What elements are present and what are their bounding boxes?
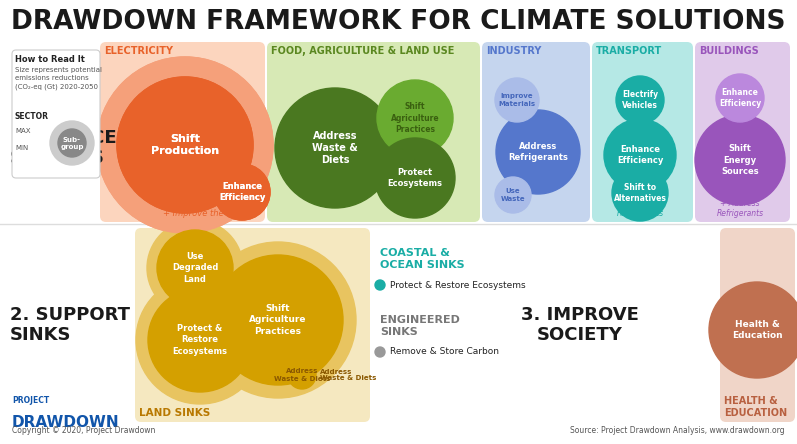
Text: Shift
Production: Shift Production xyxy=(151,134,219,156)
Circle shape xyxy=(495,177,531,213)
Text: DRAWDOWN: DRAWDOWN xyxy=(12,415,120,430)
Circle shape xyxy=(117,77,253,213)
Circle shape xyxy=(97,57,273,233)
Text: Protect &
Restore
Ecosystems: Protect & Restore Ecosystems xyxy=(172,325,227,356)
Text: Remove & Store Carbon: Remove & Store Carbon xyxy=(390,348,499,357)
Text: LAND SINKS: LAND SINKS xyxy=(139,408,210,418)
Text: Use
Waste: Use Waste xyxy=(501,188,525,202)
Circle shape xyxy=(214,164,270,220)
Text: + Improve the System: + Improve the System xyxy=(163,209,257,218)
Text: ENGINEERED
SINKS: ENGINEERED SINKS xyxy=(380,315,460,337)
Circle shape xyxy=(200,242,356,398)
Text: Shift
Production: Shift Production xyxy=(151,134,219,156)
Text: Shift
Agriculture
Practices: Shift Agriculture Practices xyxy=(391,103,439,134)
Circle shape xyxy=(50,121,94,165)
Text: Size represents potential
emissions reductions
(CO₂-eq (Gt) 2020-2050: Size represents potential emissions redu… xyxy=(15,67,102,90)
Text: HEALTH &
EDUCATION: HEALTH & EDUCATION xyxy=(724,396,787,418)
Circle shape xyxy=(496,110,580,194)
Circle shape xyxy=(58,129,86,157)
Text: + Address
Refrigerants: + Address Refrigerants xyxy=(717,198,764,218)
Text: COASTAL &
OCEAN SINKS: COASTAL & OCEAN SINKS xyxy=(380,248,465,270)
Text: Enhance
Efficiency: Enhance Efficiency xyxy=(617,145,663,165)
Circle shape xyxy=(117,77,253,213)
Circle shape xyxy=(377,80,453,156)
Text: Address
Waste &
Diets: Address Waste & Diets xyxy=(312,131,358,166)
FancyBboxPatch shape xyxy=(592,42,693,222)
FancyBboxPatch shape xyxy=(100,42,265,222)
Circle shape xyxy=(375,347,385,357)
FancyBboxPatch shape xyxy=(720,228,795,422)
Text: Electrify
Vehicles: Electrify Vehicles xyxy=(622,90,658,110)
Text: Enhance
Efficiency: Enhance Efficiency xyxy=(719,88,761,108)
Circle shape xyxy=(616,76,664,124)
Text: Source: Project Drawdown Analysis, www.drawdown.org: Source: Project Drawdown Analysis, www.d… xyxy=(571,426,785,435)
FancyBboxPatch shape xyxy=(12,50,100,178)
Text: FOOD, AGRICULTURE & LAND USE: FOOD, AGRICULTURE & LAND USE xyxy=(271,46,454,56)
FancyBboxPatch shape xyxy=(482,42,590,222)
FancyBboxPatch shape xyxy=(695,42,790,222)
Circle shape xyxy=(716,74,764,122)
Circle shape xyxy=(275,88,395,208)
Text: Shift
Agriculture
Practices: Shift Agriculture Practices xyxy=(249,305,307,336)
Text: ELECTRICITY: ELECTRICITY xyxy=(104,46,173,56)
Circle shape xyxy=(97,57,273,233)
FancyBboxPatch shape xyxy=(267,42,480,222)
Text: Sub-
group: Sub- group xyxy=(61,136,84,150)
Circle shape xyxy=(148,288,252,392)
Circle shape xyxy=(147,220,243,316)
Text: Protect & Restore Ecosystems: Protect & Restore Ecosystems xyxy=(390,281,526,289)
Text: Shift to
Alternatives: Shift to Alternatives xyxy=(614,183,666,203)
Circle shape xyxy=(612,165,668,221)
Circle shape xyxy=(375,138,455,218)
Text: INDUSTRY: INDUSTRY xyxy=(486,46,541,56)
Circle shape xyxy=(213,255,343,385)
Circle shape xyxy=(157,230,233,306)
Text: 3. IMPROVE
SOCIETY: 3. IMPROVE SOCIETY xyxy=(521,305,639,345)
Text: + Address
Refrigerants: + Address Refrigerants xyxy=(616,198,664,218)
Circle shape xyxy=(288,361,316,389)
Text: Address
Waste & Diets: Address Waste & Diets xyxy=(274,368,330,382)
Circle shape xyxy=(695,115,785,205)
Text: Protect
Ecosystems: Protect Ecosystems xyxy=(387,168,442,188)
Text: MAX: MAX xyxy=(15,128,30,134)
Text: Enhance
Efficiency: Enhance Efficiency xyxy=(219,182,265,202)
Circle shape xyxy=(604,119,676,191)
Text: How to Read It: How to Read It xyxy=(15,55,84,64)
Text: Copyright © 2020, Project Drawdown: Copyright © 2020, Project Drawdown xyxy=(12,426,155,435)
Text: Enhance
Efficiency: Enhance Efficiency xyxy=(219,182,265,202)
Text: Address
Waste & Diets: Address Waste & Diets xyxy=(320,369,376,381)
Text: TRANSPORT: TRANSPORT xyxy=(596,46,662,56)
Text: 1. REDUCE
SOURCES: 1. REDUCE SOURCES xyxy=(10,129,116,167)
Text: Health &
Education: Health & Education xyxy=(732,320,783,340)
Circle shape xyxy=(214,164,270,220)
Circle shape xyxy=(709,282,797,378)
Text: MIN: MIN xyxy=(15,145,28,151)
Circle shape xyxy=(495,78,539,122)
FancyBboxPatch shape xyxy=(135,228,370,422)
Text: Address
Refrigerants: Address Refrigerants xyxy=(508,142,568,162)
Text: SECTOR: SECTOR xyxy=(15,112,49,121)
Text: Use
Degraded
Land: Use Degraded Land xyxy=(172,252,218,284)
Circle shape xyxy=(375,280,385,290)
Text: Shift
Energy
Sources: Shift Energy Sources xyxy=(721,144,759,175)
Text: PROJECT: PROJECT xyxy=(12,396,49,405)
Text: 2. SUPPORT
SINKS: 2. SUPPORT SINKS xyxy=(10,305,130,345)
Text: BUILDINGS: BUILDINGS xyxy=(699,46,759,56)
Text: DRAWDOWN FRAMEWORK FOR CLIMATE SOLUTIONS: DRAWDOWN FRAMEWORK FOR CLIMATE SOLUTIONS xyxy=(11,9,786,35)
Circle shape xyxy=(136,276,264,404)
Text: Improve
Materials: Improve Materials xyxy=(498,93,536,107)
